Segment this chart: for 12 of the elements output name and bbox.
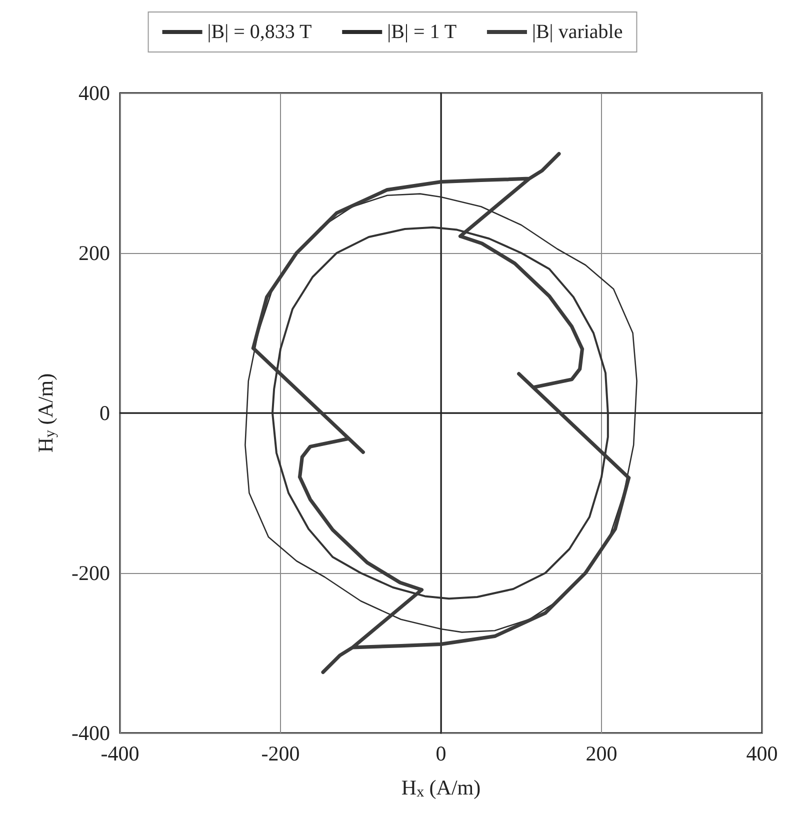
legend-label: |B| variable (532, 21, 623, 43)
y-tick-label: -200 (72, 561, 110, 585)
y-tick-label: 400 (78, 81, 110, 105)
x-tick-label: 200 (586, 742, 618, 766)
legend-label: |B| = 1 T (387, 21, 457, 43)
y-axis-title: Hy (A/m) (34, 373, 58, 453)
legend-label: |B| = 0,833 T (207, 21, 312, 43)
x-tick-label: 400 (746, 742, 778, 766)
x-tick-label: 0 (436, 742, 446, 766)
x-tick-label: -200 (261, 742, 300, 766)
y-tick-label: 0 (100, 401, 110, 425)
y-tick-label: 200 (78, 241, 110, 265)
